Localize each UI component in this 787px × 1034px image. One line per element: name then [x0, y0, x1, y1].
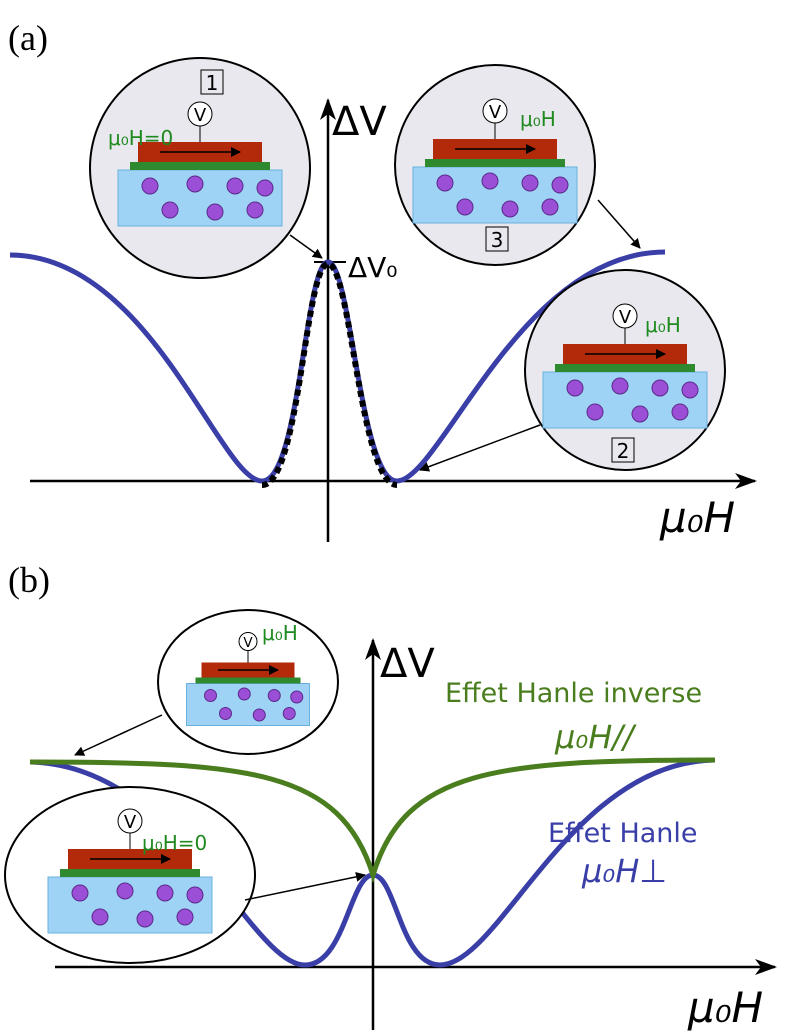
spin: [219, 707, 232, 720]
pointer-arrow: [74, 714, 163, 756]
pointer-arrow: [244, 871, 366, 901]
spin: [586, 403, 604, 421]
spin: [681, 381, 699, 399]
spin-layer: [425, 159, 565, 167]
curve-field: μ₀H⊥: [581, 852, 667, 890]
field-label: μ₀H: [645, 313, 681, 337]
spin: [237, 687, 251, 701]
voltmeter-label: V: [489, 102, 502, 123]
curve-field: μ₀H//: [554, 718, 637, 756]
spin: [551, 176, 569, 194]
number-box: [611, 437, 635, 463]
spin-layer: [555, 364, 695, 372]
spin: [186, 886, 204, 904]
field-label: μ₀H: [262, 621, 298, 645]
spin: [141, 177, 159, 195]
spin: [71, 884, 89, 902]
spin: [566, 379, 584, 397]
voltmeter: [612, 303, 638, 329]
inset-number: 3: [491, 228, 504, 252]
spin: [436, 174, 454, 192]
spin: [501, 200, 519, 218]
spin: [481, 172, 499, 190]
pointer-arrow: [289, 234, 323, 259]
spin: [161, 201, 179, 219]
spin: [290, 690, 304, 704]
curve-name: Effet Hanle inverse: [445, 678, 702, 709]
y-axis-label: ΔV: [380, 641, 435, 687]
field-label: μ₀H=0: [108, 126, 173, 150]
curve-name: Effet Hanle: [548, 818, 698, 849]
spin: [521, 174, 539, 192]
spin: [136, 910, 154, 928]
spin: [671, 403, 689, 421]
spin-layer: [130, 162, 270, 170]
inset-number: 2: [617, 439, 630, 463]
x-axis-label: μ₀H: [687, 983, 763, 1032]
panel-label: (b): [8, 560, 50, 600]
voltmeter: [117, 808, 143, 834]
number-box: [485, 226, 509, 252]
x-axis-label: μ₀H: [659, 493, 735, 542]
field-label: μ₀H: [520, 107, 556, 131]
spin-layer: [195, 677, 301, 684]
inverse-hanle-curve: [29, 757, 716, 884]
spin: [116, 882, 134, 900]
spin: [252, 708, 266, 722]
voltmeter: [238, 632, 258, 651]
spin-layer: [60, 869, 200, 877]
peak-label: ΔV₀: [348, 251, 398, 284]
hanle-curve: [9, 249, 666, 484]
spin: [631, 405, 649, 423]
spin: [611, 377, 629, 395]
spin: [156, 884, 174, 902]
y-axis-label: ΔV: [332, 99, 387, 145]
spin: [246, 201, 264, 219]
spin: [282, 707, 296, 720]
spin: [456, 198, 474, 216]
fit-curve: [261, 260, 398, 488]
voltmeter-label: V: [243, 635, 253, 651]
number-box: [200, 69, 224, 95]
voltmeter-label: V: [124, 812, 137, 833]
spin: [541, 198, 559, 216]
voltmeter: [187, 101, 213, 127]
spin: [651, 379, 669, 397]
panel-label: (a): [8, 18, 48, 58]
pointer-arrow: [597, 199, 641, 249]
pointer-arrow: [419, 424, 541, 472]
spin: [186, 175, 204, 193]
spin: [267, 689, 281, 702]
voltmeter-label: V: [619, 307, 632, 328]
spin: [204, 689, 217, 702]
spin: [206, 203, 224, 221]
inset-number: 1: [206, 71, 219, 95]
field-label: μ₀H=0: [142, 831, 207, 855]
voltmeter-label: V: [194, 105, 207, 126]
spin: [91, 908, 109, 926]
spin: [176, 908, 194, 926]
voltmeter: [482, 98, 508, 124]
spin: [256, 179, 274, 197]
spin: [226, 177, 244, 195]
